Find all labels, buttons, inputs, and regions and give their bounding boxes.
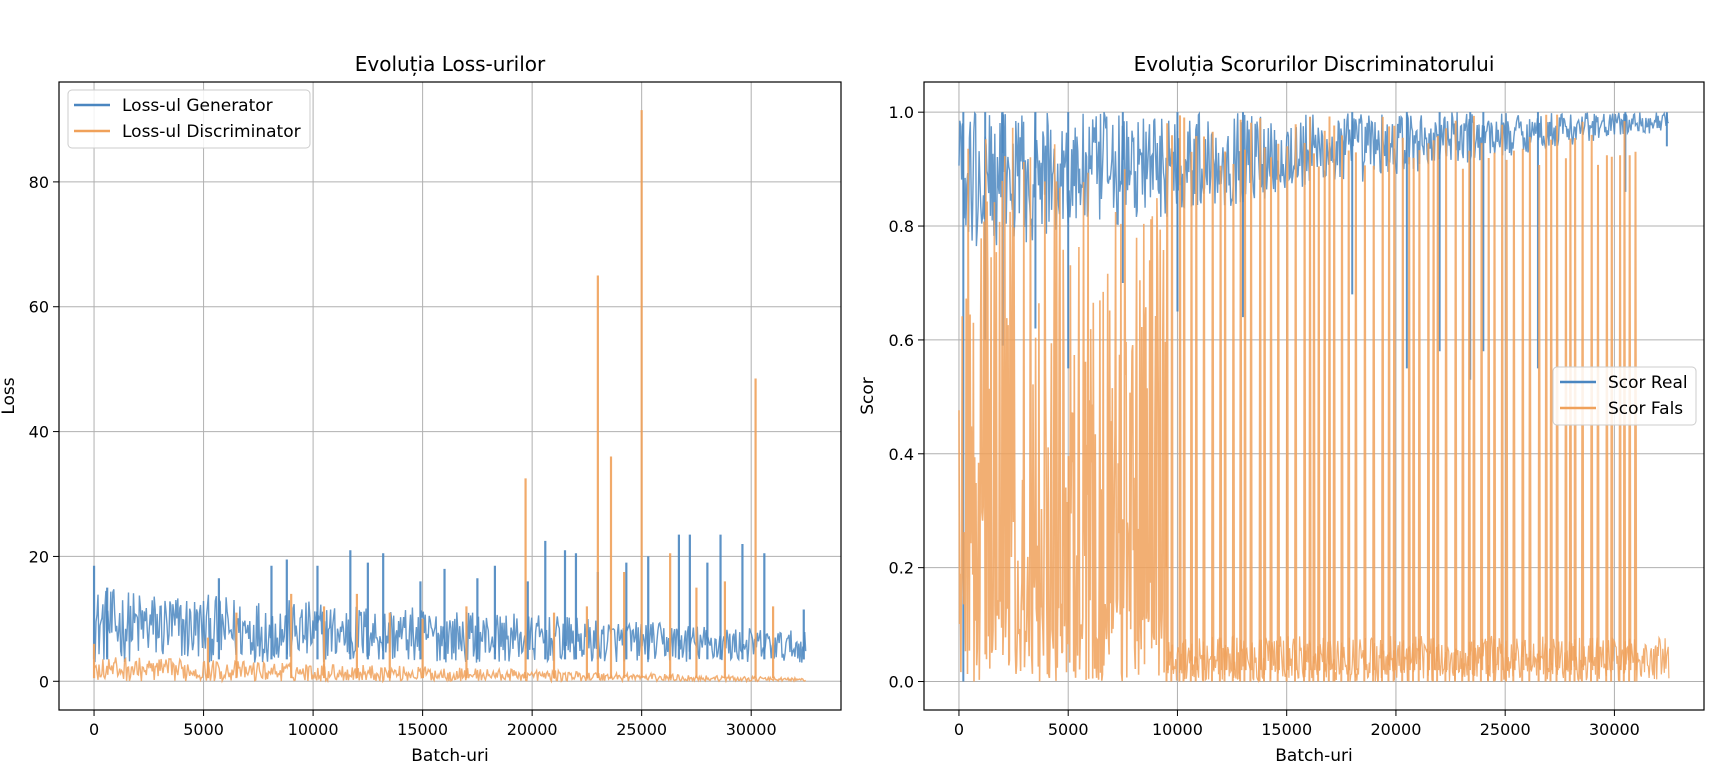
loss-chart-series: [92, 110, 807, 684]
score-chart-y-ticks: 0.0 0.2 0.4 0.6 0.8 1.0: [889, 103, 924, 692]
loss-chart-y-label: Loss: [0, 377, 19, 414]
x-tick-label: 15000: [1261, 720, 1312, 739]
loss-chart: Evoluția Loss-urilor 0 5000 10000 15000 2000…: [0, 52, 842, 766]
y-tick-label: 0: [39, 672, 49, 691]
x-tick-label: 15000: [397, 720, 448, 739]
legend-label-real: Scor Real: [1608, 373, 1688, 393]
score-chart-title: Evoluția Scorurilor Discriminatorului: [1134, 52, 1495, 76]
loss-chart-title: Evoluția Loss-urilor: [355, 52, 546, 76]
x-tick-label: 20000: [1370, 720, 1421, 739]
y-tick-label: 0.0: [889, 673, 914, 692]
x-tick-label: 30000: [1589, 720, 1640, 739]
series-line: [93, 589, 807, 664]
x-tick-label: 10000: [288, 720, 339, 739]
series-line: [93, 656, 807, 684]
series-score-fake: [958, 114, 1670, 684]
legend-label-generator: Loss-ul Generator: [122, 96, 273, 116]
y-tick-label: 20: [29, 547, 49, 566]
loss-chart-legend: Loss-ul Generator Loss-ul Discriminator: [67, 89, 311, 149]
y-tick-label: 40: [29, 423, 49, 442]
x-tick-label: 5000: [1048, 720, 1089, 739]
loss-chart-x-ticks: 0 5000 10000 15000 20000 25000 30000: [89, 710, 777, 739]
y-tick-label: 0.4: [889, 445, 914, 464]
loss-chart-x-label: Batch-uri: [411, 746, 489, 766]
series-spikes: [1165, 114, 1638, 682]
series-line: [958, 127, 1167, 682]
series-floor: [1165, 634, 1670, 684]
x-tick-label: 0: [954, 720, 964, 739]
y-tick-label: 1.0: [889, 103, 914, 122]
score-chart-series: [958, 111, 1670, 684]
score-chart-legend: Scor Real Scor Fals: [1552, 366, 1697, 426]
x-tick-label: 30000: [726, 720, 777, 739]
x-tick-label: 0: [89, 720, 99, 739]
y-tick-label: 0.2: [889, 559, 914, 578]
y-tick-label: 0.6: [889, 331, 914, 350]
score-chart-x-label: Batch-uri: [1275, 746, 1353, 766]
series-loss-discriminator: [92, 110, 807, 684]
score-chart: Evoluția Scorurilor Discriminatorului 0 5…: [858, 52, 1705, 766]
score-chart-x-ticks: 0 5000 10000 15000 20000 25000 30000: [954, 710, 1640, 739]
loss-chart-frame: [58, 81, 842, 711]
legend-label-discriminator: Loss-ul Discriminator: [122, 122, 301, 142]
x-tick-label: 20000: [507, 720, 558, 739]
loss-chart-y-ticks: 0 20 40 60 80: [29, 173, 59, 691]
y-tick-label: 80: [29, 173, 49, 192]
legend-label-fake: Scor Fals: [1608, 399, 1683, 419]
series-loss-generator: [92, 534, 807, 664]
y-tick-label: 0.8: [889, 217, 914, 236]
x-tick-label: 10000: [1152, 720, 1203, 739]
series-line: [958, 111, 1670, 247]
x-tick-label: 25000: [1480, 720, 1531, 739]
x-tick-label: 5000: [183, 720, 224, 739]
score-chart-frame: [923, 81, 1705, 711]
score-chart-y-label: Scor: [858, 377, 878, 415]
y-tick-label: 60: [29, 298, 49, 317]
x-tick-label: 25000: [616, 720, 667, 739]
